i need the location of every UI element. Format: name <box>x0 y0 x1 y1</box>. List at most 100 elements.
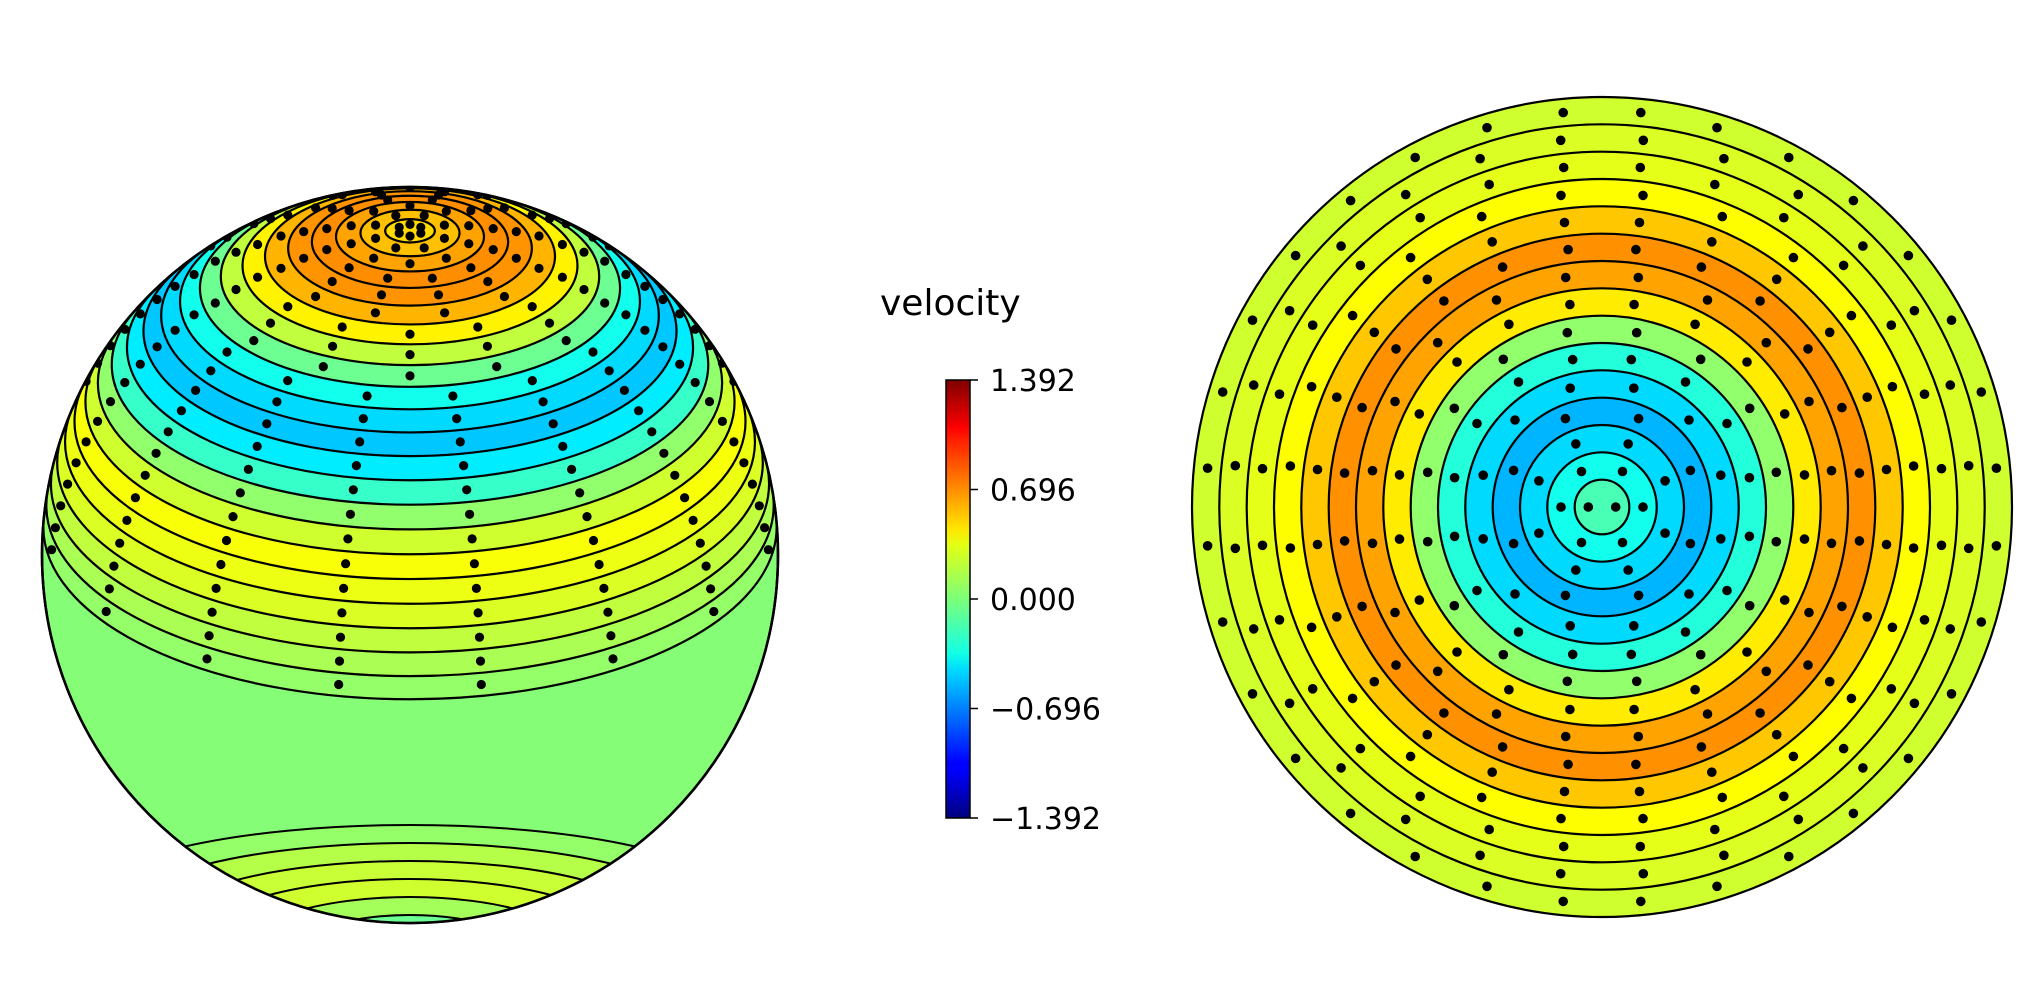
sphere-point <box>527 302 537 312</box>
sphere-point <box>405 350 415 360</box>
disk-point <box>1719 153 1729 164</box>
disk-point <box>1357 402 1367 413</box>
disk-point <box>1284 698 1295 709</box>
disk-point <box>1567 354 1578 365</box>
sphere-point <box>582 511 592 522</box>
sphere-point <box>322 245 332 255</box>
disk-point <box>1449 403 1460 414</box>
sphere-point <box>557 272 568 282</box>
disk-point <box>1771 467 1782 478</box>
sphere-point <box>63 479 73 489</box>
disk-point <box>1357 601 1367 612</box>
disk-point <box>1826 465 1837 476</box>
sphere-point <box>416 222 426 232</box>
sphere-point <box>658 342 668 352</box>
disk-point <box>1945 380 1956 390</box>
sphere-point <box>243 464 253 474</box>
disk-point <box>1610 502 1621 512</box>
disk-point <box>1472 418 1482 429</box>
sphere-point <box>634 406 644 416</box>
disk-point <box>1793 814 1804 825</box>
disk-point <box>1576 466 1587 477</box>
disk-point <box>1339 536 1350 546</box>
disk-point <box>1439 708 1449 718</box>
disk-point <box>1903 753 1914 764</box>
disk-point <box>1290 250 1301 261</box>
sphere-point <box>441 206 451 216</box>
sphere-point <box>465 509 475 519</box>
sphere-point <box>466 263 476 273</box>
disk-point <box>1696 262 1707 272</box>
disk-point <box>1716 470 1726 481</box>
disk-point <box>1405 252 1416 263</box>
sphere-point <box>130 493 140 503</box>
sphere-point <box>488 224 498 234</box>
sphere-point <box>527 210 537 220</box>
sphere-point <box>341 559 351 569</box>
disk-point <box>1367 538 1378 549</box>
disk-point <box>1563 759 1573 770</box>
disk-point <box>1623 565 1633 575</box>
disk-point <box>1248 380 1259 390</box>
disk-point <box>1247 689 1258 699</box>
disk-point <box>1707 767 1717 777</box>
sphere-point <box>358 414 368 424</box>
sphere-point <box>206 366 216 376</box>
disk-point <box>1248 624 1259 634</box>
disk-point <box>1633 413 1644 424</box>
disk-point <box>1562 327 1573 338</box>
sphere-point <box>427 195 437 205</box>
sphere-point <box>440 308 450 318</box>
disk-point <box>1415 791 1425 802</box>
disk-point <box>1290 753 1301 764</box>
sphere-point <box>621 269 631 280</box>
sphere-point <box>469 559 479 569</box>
disk-point <box>1858 763 1868 773</box>
disk-point <box>1571 565 1581 575</box>
disk-point <box>1936 540 1947 551</box>
disk-point <box>1696 742 1707 752</box>
disk-point <box>1449 472 1460 483</box>
disk-point <box>1508 465 1519 476</box>
disk-point <box>1555 135 1566 146</box>
disk-point <box>1513 377 1524 387</box>
sphere-point <box>369 253 379 263</box>
disk-point <box>1837 402 1847 413</box>
sphere-point <box>405 259 415 269</box>
colorbar-tick-label: −0.696 <box>990 693 1101 728</box>
disk-point <box>1565 299 1575 310</box>
disk-point <box>1946 689 1957 699</box>
disk-point <box>1202 541 1213 551</box>
disk-point <box>1567 649 1578 660</box>
sphere-point <box>322 224 332 234</box>
disk-point <box>1695 649 1706 660</box>
sphere-point <box>265 318 276 328</box>
disk-point <box>1862 612 1872 622</box>
disk-point <box>1510 589 1520 599</box>
sphere-point <box>283 302 293 312</box>
colorbar-tick-label: 0.696 <box>990 474 1076 509</box>
sphere-point <box>747 479 758 489</box>
disk-point <box>1631 244 1641 255</box>
sphere-point <box>346 221 356 231</box>
disk-point <box>1742 357 1752 367</box>
sphere-point <box>483 276 493 287</box>
disk-point <box>1257 540 1268 551</box>
disk-point <box>1565 621 1575 631</box>
disk-point <box>1475 850 1485 861</box>
disk-point <box>1497 262 1508 272</box>
sphere-point <box>557 239 568 250</box>
disk-point <box>1744 600 1755 611</box>
disk-point <box>1976 387 1987 397</box>
disk-point <box>1623 439 1633 449</box>
disk-point <box>1631 676 1642 687</box>
sphere-point <box>327 203 337 213</box>
disk-point <box>1422 274 1433 285</box>
sphere-point <box>448 391 458 401</box>
sphere-point <box>371 233 381 243</box>
sphere-point <box>152 294 162 305</box>
disk-point <box>1347 693 1358 704</box>
disk-point <box>1638 813 1648 824</box>
disk-point <box>1285 461 1296 471</box>
disk-point <box>1635 162 1646 173</box>
